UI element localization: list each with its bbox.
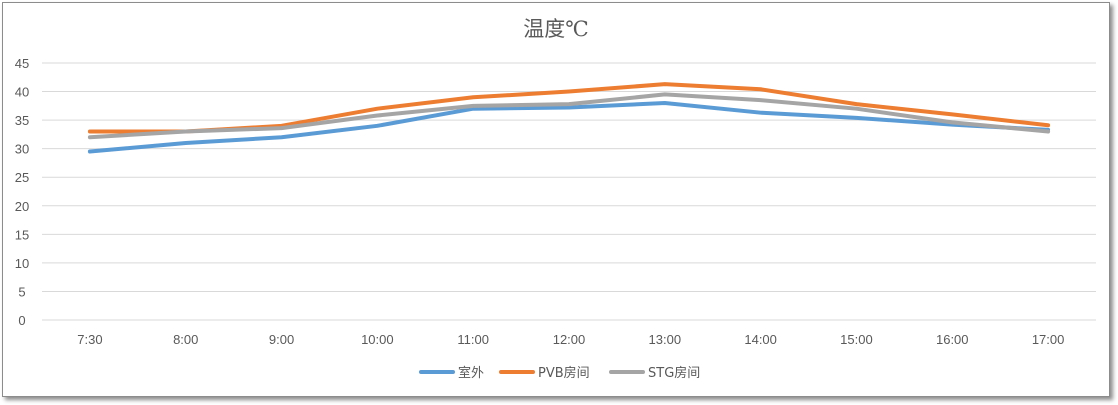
y-tick-label: 40 [15, 85, 29, 100]
chart-frame [2, 2, 1110, 397]
y-tick-label: 35 [15, 113, 29, 128]
legend: 室外 PVB房间 STG房间 [419, 365, 700, 381]
y-tick-label: 30 [15, 142, 29, 157]
x-tick-label: 11:00 [457, 332, 489, 347]
x-tick-label: 10:00 [361, 332, 394, 347]
x-axis-ticks: 7:30 8:00 9:00 10:00 11:00 12:00 13:00 14:00 15:… [77, 332, 1064, 347]
y-tick-label: 20 [15, 199, 29, 214]
series-line-1 [87, 100, 1051, 154]
series-line-3 [87, 92, 1051, 140]
x-tick-label: 9:00 [269, 332, 294, 347]
legend-label: STG房间 [648, 365, 700, 381]
x-tick-label: 15:00 [840, 332, 873, 347]
series-lines [87, 82, 1051, 154]
y-axis-ticks: 0 5 10 15 20 25 30 35 40 45 [15, 56, 29, 328]
y-tick-label: 5 [18, 284, 25, 299]
y-tick-label: 25 [15, 170, 29, 185]
x-tick-label: 16:00 [936, 332, 969, 347]
x-tick-label: 17:00 [1032, 332, 1065, 347]
y-tick-label: 15 [15, 227, 29, 242]
legend-label: 室外 [458, 365, 484, 381]
x-tick-label: 12:00 [553, 332, 586, 347]
legend-label: PVB房间 [538, 365, 590, 381]
chart-title: 温度℃ [523, 17, 589, 41]
grid-lines [42, 62, 1096, 321]
x-tick-label: 8:00 [173, 332, 198, 347]
x-tick-label: 7:30 [77, 332, 102, 347]
x-tick-label: 14:00 [744, 332, 777, 347]
y-tick-label: 45 [15, 56, 29, 71]
y-tick-label: 10 [15, 256, 29, 271]
y-tick-label: 0 [18, 313, 25, 328]
x-tick-label: 13:00 [649, 332, 682, 347]
